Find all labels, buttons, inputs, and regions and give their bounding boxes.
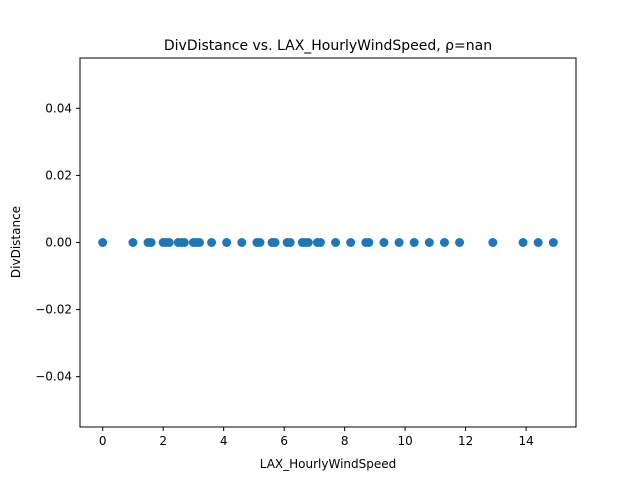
y-tick-label: 0.02 xyxy=(45,168,72,182)
data-point xyxy=(424,238,434,247)
data-points xyxy=(98,238,558,247)
data-point xyxy=(346,238,356,247)
y-axis-ticks: −0.04 −0.02 0.00 0.02 0.04 xyxy=(35,101,80,384)
data-point xyxy=(179,238,189,247)
data-point xyxy=(128,238,138,247)
x-tick-label: 0 xyxy=(99,434,107,448)
data-point xyxy=(207,238,217,247)
data-point xyxy=(379,238,389,247)
x-tick-label: 2 xyxy=(159,434,167,448)
x-tick-label: 12 xyxy=(458,434,473,448)
data-point xyxy=(285,238,295,247)
data-point xyxy=(194,238,204,247)
x-axis-ticks: 0 2 4 6 8 10 12 14 xyxy=(99,427,534,448)
data-point xyxy=(518,238,528,247)
data-point xyxy=(364,238,374,247)
data-point xyxy=(439,238,449,247)
data-point xyxy=(237,238,247,247)
x-tick-label: 4 xyxy=(220,434,228,448)
data-point xyxy=(488,238,498,247)
y-tick-label: 0.04 xyxy=(45,101,72,115)
x-tick-label: 6 xyxy=(280,434,288,448)
data-point xyxy=(164,238,174,247)
data-point xyxy=(455,238,465,247)
y-tick-label: −0.02 xyxy=(35,303,72,317)
data-point xyxy=(146,238,156,247)
data-point xyxy=(409,238,419,247)
data-point xyxy=(98,238,108,247)
data-point xyxy=(303,238,313,247)
data-point xyxy=(533,238,543,247)
y-tick-label: −0.04 xyxy=(35,370,72,384)
x-tick-label: 14 xyxy=(518,434,533,448)
y-axis-label: DivDistance xyxy=(9,206,23,278)
data-point xyxy=(331,238,341,247)
x-tick-label: 10 xyxy=(397,434,412,448)
data-point xyxy=(548,238,558,247)
x-tick-label: 8 xyxy=(341,434,349,448)
data-point xyxy=(270,238,280,247)
data-point xyxy=(222,238,232,247)
y-tick-label: 0.00 xyxy=(45,236,72,250)
data-point xyxy=(315,238,325,247)
chart-title: DivDistance vs. LAX_HourlyWindSpeed, ρ=n… xyxy=(164,38,492,54)
data-point xyxy=(394,238,404,247)
data-point xyxy=(255,238,265,247)
x-axis-label: LAX_HourlyWindSpeed xyxy=(260,457,397,471)
